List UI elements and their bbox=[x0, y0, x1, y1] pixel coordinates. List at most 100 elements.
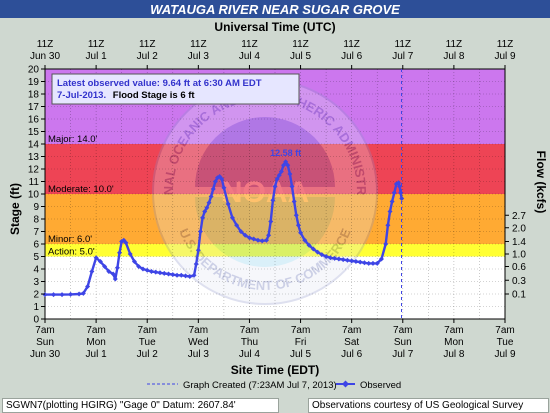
y-tick-label: 9 bbox=[33, 202, 39, 213]
y-tick-label: 0 bbox=[33, 315, 39, 326]
bottom-tick-time: 7am bbox=[86, 325, 105, 336]
flood-band-label-action: Action: 5.0' bbox=[48, 247, 95, 258]
observed-point bbox=[399, 196, 405, 201]
observed-point bbox=[193, 261, 199, 267]
top-tick-time: 11Z bbox=[190, 39, 207, 50]
flow-axis-title: Flow (kcfs) bbox=[534, 151, 548, 214]
bottom-tick-day: Mon bbox=[444, 337, 463, 348]
legend-observed-marker bbox=[342, 380, 349, 388]
bottom-tick-time: 7am bbox=[393, 325, 412, 336]
observed-point bbox=[302, 237, 308, 243]
observed-point bbox=[366, 260, 372, 266]
top-tick-date: Jul 6 bbox=[341, 51, 363, 62]
observed-point bbox=[68, 291, 74, 297]
top-tick-time: 11Z bbox=[497, 39, 514, 50]
y-tick-label: 8 bbox=[33, 215, 39, 226]
flood-band-action bbox=[45, 244, 505, 257]
observed-point bbox=[385, 222, 391, 228]
watermark-sky bbox=[195, 117, 335, 187]
bottom-tick-date: Jul 5 bbox=[290, 349, 312, 360]
latest-value-box: Latest observed value: 9.64 ft at 6:30 A… bbox=[51, 73, 300, 105]
bottom-tick-time: 7am bbox=[35, 325, 54, 336]
datum-footer: SGWN7(plotting HGIRG) "Gage 0" Datum: 26… bbox=[2, 398, 279, 413]
observed-point bbox=[259, 238, 265, 244]
bottom-tick-date: Jul 9 bbox=[494, 349, 516, 360]
y-tick-label: 17 bbox=[28, 102, 40, 113]
flow-tick-label: 0.3 bbox=[512, 276, 526, 287]
observed-point bbox=[276, 172, 282, 178]
observed-point bbox=[76, 291, 82, 297]
latest-value-date: 7-Jul-2013. bbox=[57, 90, 106, 101]
observed-point bbox=[144, 267, 150, 273]
observed-point bbox=[234, 222, 240, 228]
bottom-tick-date: Jul 6 bbox=[341, 349, 363, 360]
y-tick-label: 1 bbox=[33, 302, 39, 313]
observed-point bbox=[283, 159, 289, 165]
observed-point bbox=[332, 255, 338, 261]
top-tick-time: 11Z bbox=[292, 39, 309, 50]
observed-point bbox=[357, 259, 363, 265]
observed-point bbox=[93, 255, 99, 261]
bottom-tick-day: Sun bbox=[36, 337, 54, 348]
legend-observed-label: Observed bbox=[360, 380, 401, 391]
observed-point bbox=[161, 270, 167, 276]
observed-point bbox=[238, 229, 244, 234]
observed-point bbox=[178, 272, 184, 278]
observed-point bbox=[112, 276, 118, 282]
observed-point bbox=[285, 162, 291, 168]
observed-point bbox=[246, 235, 252, 241]
observed-point bbox=[195, 247, 201, 253]
flow-tick-label: 0.1 bbox=[512, 290, 526, 301]
observed-point bbox=[140, 266, 146, 272]
flow-tick-label: 2.7 bbox=[512, 211, 526, 222]
observed-point bbox=[131, 259, 137, 264]
bottom-tick-time: 7am bbox=[495, 325, 514, 336]
observed-point bbox=[148, 269, 154, 274]
bottom-tick-day: Sun bbox=[394, 337, 412, 348]
top-tick-time: 11Z bbox=[343, 39, 360, 50]
bottom-tick-time: 7am bbox=[291, 325, 310, 336]
flood-band-label-minor: Minor: 6.0' bbox=[48, 234, 92, 245]
bottom-tick-date: Jul 1 bbox=[86, 349, 108, 360]
legend-created-label: Graph Created (7:23AM Jul 7, 2013) bbox=[183, 380, 337, 391]
observed-point bbox=[123, 240, 129, 246]
bottom-tick-date: Jul 7 bbox=[392, 349, 414, 360]
observed-point bbox=[153, 269, 159, 275]
observed-point bbox=[166, 271, 172, 277]
bottom-tick-day: Tue bbox=[139, 337, 156, 348]
bottom-tick-day: Thu bbox=[241, 337, 258, 348]
bottom-tick-date: Jul 4 bbox=[239, 349, 261, 360]
bottom-tick-day: Mon bbox=[86, 337, 105, 348]
observed-point bbox=[336, 256, 342, 262]
observed-point bbox=[89, 269, 95, 274]
y-tick-label: 3 bbox=[33, 277, 39, 288]
y-tick-label: 13 bbox=[28, 152, 40, 163]
top-tick-date: Jul 9 bbox=[494, 51, 516, 62]
flow-tick-label: 2.0 bbox=[512, 223, 526, 234]
y-tick-label: 2 bbox=[33, 290, 39, 301]
observed-point bbox=[295, 222, 301, 228]
y-tick-label: 15 bbox=[28, 127, 40, 138]
observed-point bbox=[42, 292, 48, 298]
observed-point bbox=[281, 162, 287, 168]
observed-point bbox=[157, 270, 163, 276]
watermark-center-text: NOAA bbox=[221, 176, 309, 209]
observed-point bbox=[174, 272, 180, 278]
watermark-sea bbox=[195, 197, 335, 267]
latest-value-line1: Latest observed value: 9.64 ft at 6:30 A… bbox=[57, 78, 262, 89]
bottom-tick-date: Jun 30 bbox=[30, 349, 60, 360]
crest-label: 12.58 ft bbox=[270, 148, 301, 158]
observed-point bbox=[287, 171, 293, 177]
y-tick-label: 18 bbox=[28, 90, 40, 101]
observed-point bbox=[191, 272, 197, 278]
observed-point bbox=[344, 257, 350, 263]
observed-point bbox=[289, 184, 295, 189]
observed-point bbox=[398, 190, 404, 196]
observed-point bbox=[274, 176, 280, 182]
top-tick-date: Jul 1 bbox=[86, 51, 108, 62]
flood-band-minor bbox=[45, 194, 505, 244]
observed-point bbox=[383, 241, 389, 247]
observed-point bbox=[242, 232, 248, 238]
observed-point bbox=[80, 290, 86, 296]
